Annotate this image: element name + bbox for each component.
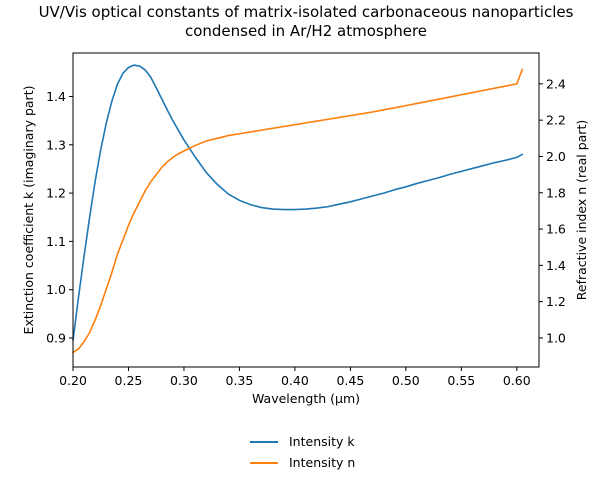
x-tick-label: 0.20 xyxy=(59,373,87,388)
chart-title-line-2: condensed in Ar/H2 atmosphere xyxy=(184,22,428,40)
chart-area: 0.20 0.25 0.30 0.35 0.40 0.45 0.50 0.55 0.60 0.9 1… xyxy=(21,52,589,406)
x-tick-label: 0.35 xyxy=(226,373,254,388)
y-left-axis-label: Extinction coefficient k (imaginary part… xyxy=(21,86,36,335)
x-tick-label: 0.50 xyxy=(392,373,420,388)
y-right-tick-label: 2.2 xyxy=(546,113,566,128)
y-left-tick-label: 1.0 xyxy=(46,282,66,297)
x-tick-label: 0.40 xyxy=(281,373,309,388)
y-left-tick-label: 1.1 xyxy=(46,234,66,249)
y-right-tick-label: 2.4 xyxy=(546,76,566,91)
series-line-n xyxy=(72,68,524,354)
x-tick-label: 0.45 xyxy=(336,373,364,388)
y-right-tick-label: 1.4 xyxy=(546,258,566,273)
y-right-tick-label: 1.6 xyxy=(546,222,566,237)
legend-label-k: Intensity k xyxy=(289,434,355,449)
x-tick-label: 0.25 xyxy=(115,373,143,388)
y-left-tick-label: 0.9 xyxy=(46,331,66,346)
legend-swatch-n xyxy=(250,462,278,464)
x-tick-label: 0.30 xyxy=(170,373,198,388)
legend-swatch-k xyxy=(250,441,278,443)
y-left-tick-label: 1.2 xyxy=(46,186,66,201)
legend-label-n: Intensity n xyxy=(289,455,356,470)
y-left-tick-label: 1.4 xyxy=(46,89,66,104)
y-left-tick-label: 1.3 xyxy=(46,137,66,152)
x-tick-label: 0.60 xyxy=(503,373,531,388)
plot-frame xyxy=(72,52,540,368)
y-right-axis-label: Refractive index n (real part) xyxy=(574,120,589,300)
x-axis-label: Wavelength (μm) xyxy=(252,391,360,406)
x-tick-label: 0.55 xyxy=(447,373,475,388)
y-right-tick-label: 1.2 xyxy=(546,294,566,309)
y-right-tick-label: 1.0 xyxy=(546,330,566,345)
series-line-k xyxy=(72,64,524,342)
chart-title-line-1: UV/Vis optical constants of matrix-isola… xyxy=(38,3,574,21)
y-right-tick-label: 1.8 xyxy=(546,185,566,200)
y-right-tick-label: 2.0 xyxy=(546,149,566,164)
